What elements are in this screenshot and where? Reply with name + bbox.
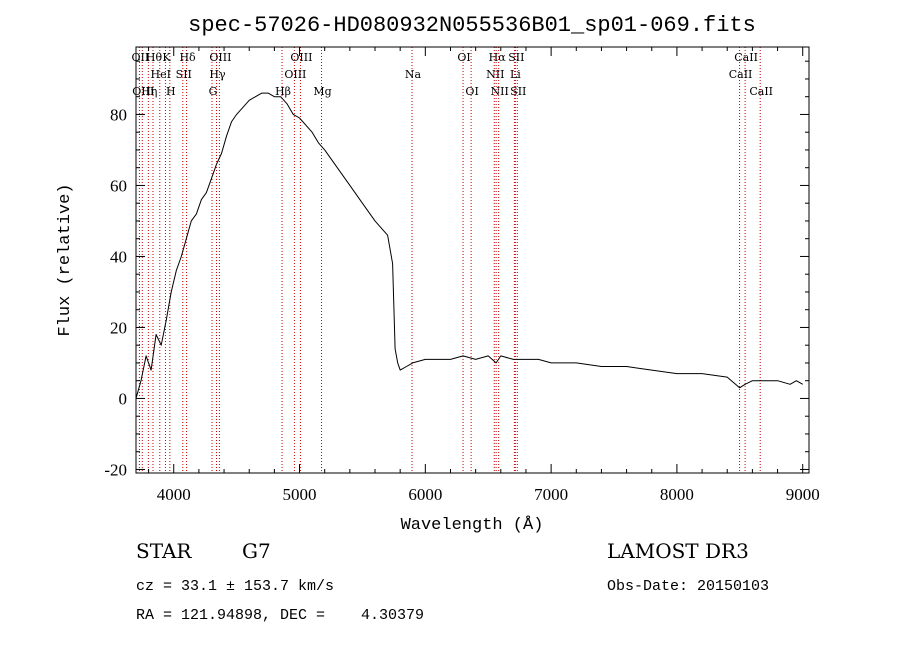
line-label-16: Na [405, 68, 422, 81]
line-label-13: OIII [284, 68, 306, 81]
line-label-3: Hθ [146, 51, 163, 64]
x-tick-label-1: 5000 [283, 485, 317, 504]
line-label-24: SII [510, 85, 526, 98]
line-label-15: Mg [313, 85, 331, 98]
x-axis: 4000 5000 6000 7000 8000 9000 [148, 47, 820, 504]
line-label-12: Hβ [275, 85, 291, 98]
plot-frame [135, 46, 810, 474]
line-label-10: Hγ [209, 68, 226, 81]
observation-date: Obs-Date: 20150103 [607, 578, 769, 595]
sky-coordinates: RA = 121.94898, DEC = 4.30379 [136, 607, 424, 624]
object-class: STAR [136, 539, 192, 563]
line-label-23: SII [508, 51, 524, 64]
y-tick-label-5: 80 [110, 105, 127, 124]
line-label-5: K [162, 51, 171, 64]
x-axis-label: Wavelength (Å) [401, 516, 544, 535]
y-tick-label-2: 20 [110, 318, 127, 337]
line-label-22: Li [510, 68, 521, 81]
line-label-21: NII [491, 85, 509, 98]
x-tick-label-4: 8000 [660, 485, 694, 504]
y-tick-label-4: 60 [110, 176, 127, 195]
y-tick-label-0: -20 [104, 460, 127, 479]
line-label-27: CaII [749, 85, 773, 98]
line-label-7: SII [176, 68, 192, 81]
line-label-25: CaII [729, 68, 753, 81]
spectrum-line [135, 92, 803, 399]
line-label-2: Hη [141, 85, 157, 98]
line-label-26: CaII [734, 51, 758, 64]
line-markers [138, 47, 761, 473]
line-label-20: Hα [489, 51, 507, 64]
spectral-subclass: G7 [242, 539, 271, 563]
x-tick-label-0: 4000 [157, 485, 191, 504]
y-tick-label-3: 40 [110, 247, 127, 266]
line-label-8: Hδ [179, 51, 196, 64]
y-tick-label-1: 0 [119, 389, 128, 408]
line-label-17: OI [457, 51, 470, 64]
line-label-19: NII [486, 68, 504, 81]
y-axis: -20 0 20 40 60 80 [104, 60, 809, 479]
line-label-11: OIII [209, 51, 231, 64]
x-tick-label-2: 6000 [408, 485, 442, 504]
x-tick-label-3: 7000 [534, 485, 568, 504]
survey-label: LAMOST DR3 [607, 539, 749, 563]
line-label-6: H [166, 85, 176, 98]
line-label-9: G [209, 85, 218, 98]
chart-title: spec-57026-HD080932N055536B01_sp01-069.f… [188, 13, 756, 38]
x-tick-label-5: 9000 [786, 485, 820, 504]
redshift-velocity: cz = 33.1 ± 153.7 km/s [136, 578, 334, 595]
line-labels: OIIOIIIHηHθHeIKHSIIHδGHγOIIIHβOIIIOIIIMg… [132, 51, 773, 98]
y-axis-label: Flux (relative) [56, 183, 75, 336]
line-label-1: OIII [132, 85, 154, 98]
line-label-14: OIII [290, 51, 312, 64]
line-label-18: OI [465, 85, 478, 98]
line-label-4: HeI [151, 68, 171, 81]
